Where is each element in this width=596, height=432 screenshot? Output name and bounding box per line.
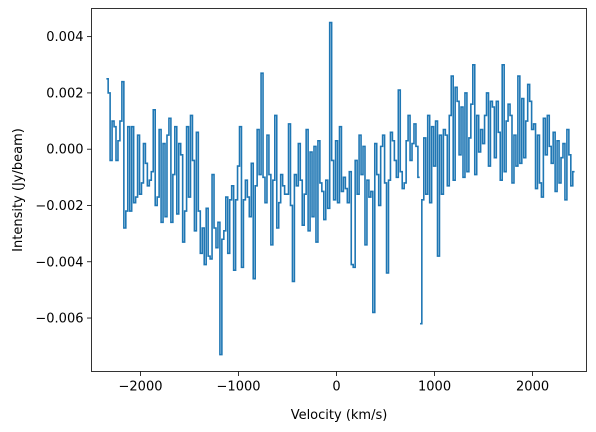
x-axis: −2000 −1000 0 1000 2000	[119, 371, 549, 395]
y-tick-label: −0.006	[35, 312, 83, 327]
spectrum-series-line-1	[106, 21, 420, 356]
plot-area	[106, 21, 575, 356]
x-tick-label: 0	[332, 380, 340, 395]
x-tick-label: −2000	[119, 380, 163, 395]
x-tick-label: −1000	[217, 380, 261, 395]
x-tick-label: 1000	[418, 380, 451, 395]
y-axis: −0.006 −0.004 −0.002 0.000 0.002 0.004	[35, 30, 92, 327]
spectrum-series-line-2	[420, 63, 575, 325]
y-tick-label: 0.002	[46, 86, 83, 101]
y-axis-label: Intensity (Jy/beam)	[11, 128, 26, 252]
y-tick-label: −0.004	[35, 255, 83, 270]
y-tick-label: 0.000	[46, 143, 83, 158]
x-tick-label: 2000	[516, 380, 549, 395]
y-tick-label: 0.004	[46, 30, 83, 45]
y-tick-label: −0.002	[35, 199, 83, 214]
axes-frame	[91, 8, 587, 372]
x-axis-label: Velocity (km/s)	[291, 408, 388, 423]
